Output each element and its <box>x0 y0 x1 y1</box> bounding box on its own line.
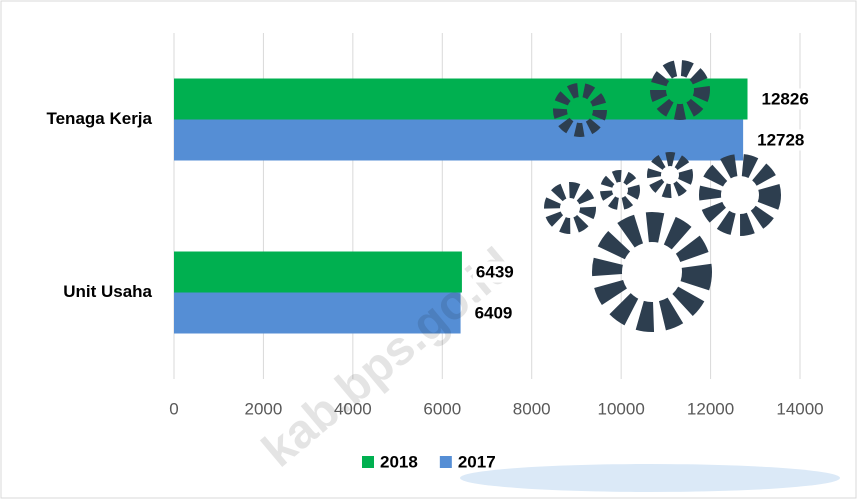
bar <box>174 251 462 293</box>
x-tick-label: 14000 <box>776 399 823 418</box>
x-tick-label: 2000 <box>245 399 283 418</box>
y-tick-label: Unit Usaha <box>63 282 152 301</box>
x-tick-label: 0 <box>169 399 178 418</box>
x-tick-label: 4000 <box>334 399 372 418</box>
bar <box>174 292 461 334</box>
gear-illustration <box>544 60 781 332</box>
data-label-bg <box>754 129 808 151</box>
bar <box>174 119 744 161</box>
data-label-bg <box>471 302 516 324</box>
data-label: 12728 <box>757 130 804 149</box>
gear <box>600 170 640 210</box>
floor-shadow <box>460 464 840 492</box>
gear <box>553 83 607 137</box>
data-label: 6409 <box>475 303 513 322</box>
x-tick-label: 8000 <box>513 399 551 418</box>
gear <box>699 154 781 236</box>
x-tick-label: 10000 <box>598 399 645 418</box>
data-label-bg <box>472 261 517 283</box>
y-tick-label: Tenaga Kerja <box>46 109 152 128</box>
gear <box>650 60 710 120</box>
data-label: 12826 <box>762 89 809 108</box>
data-label-bg <box>758 88 812 110</box>
legend-swatch <box>439 456 452 468</box>
legend-label: 2018 <box>380 452 418 471</box>
x-tick-label: 6000 <box>423 399 461 418</box>
gear <box>647 152 693 198</box>
data-label: 6439 <box>476 262 514 281</box>
x-tick-label: 12000 <box>687 399 734 418</box>
legend-swatch <box>362 456 374 468</box>
gear <box>592 212 712 332</box>
gear <box>544 182 596 234</box>
legend-label: 2017 <box>458 452 496 471</box>
